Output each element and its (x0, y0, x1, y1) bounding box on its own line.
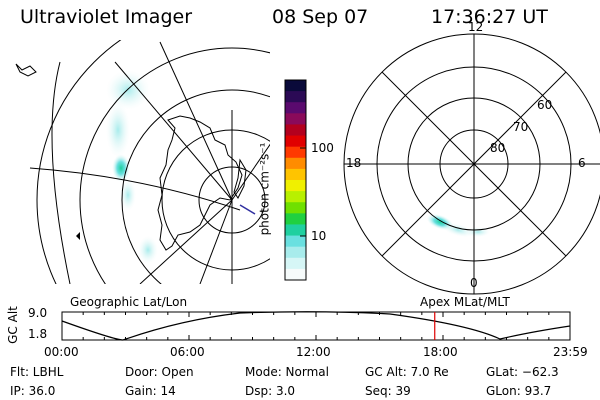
arrow-marker-icon (76, 232, 80, 240)
seq-status: Seq: 39 (365, 384, 411, 398)
date-label: 08 Sep 07 (272, 6, 369, 28)
colorbar-segment (285, 135, 306, 148)
aurora-emission-left (106, 70, 158, 264)
gc-alt-status: GC Alt: 7.0 Re (365, 365, 449, 379)
colorbar-segment (285, 168, 306, 181)
xtick-2359: 23:59 (553, 345, 588, 359)
colorbar-segment (285, 146, 306, 159)
coastline (15, 63, 247, 251)
lat-label-70: 70 (513, 120, 529, 134)
colorbar-segment (285, 257, 306, 270)
glat-status: GLat: −62.3 (486, 365, 559, 379)
colorbar-segment (285, 113, 306, 125)
alt-ytick-high: 9.0 (28, 306, 48, 320)
geographic-caption: Geographic Lat/Lon (70, 295, 188, 309)
alt-ylabel: GC Alt (5, 306, 20, 344)
colorbar-segment (285, 224, 306, 237)
colorbar (284, 79, 307, 281)
altitude-curve (61, 311, 571, 341)
ip-status: IP: 36.0 (10, 384, 56, 398)
colorbar-segment (285, 191, 306, 203)
polar-plot (343, 33, 600, 295)
aurora-emission-polar (426, 213, 490, 238)
colorbar-segment (285, 80, 306, 92)
instrument-title: Ultraviolet Imager (20, 6, 193, 28)
colorbar-segment (285, 246, 306, 259)
lat-label-80: 80 (490, 141, 506, 155)
colorbar-segment (285, 157, 306, 170)
colorbar-segment (285, 91, 306, 103)
colorbar-segment (285, 180, 306, 192)
altitude-plot (61, 311, 571, 341)
colorbar-segment (285, 102, 306, 114)
track-line (239, 204, 256, 215)
filter-status: Flt: LBHL (10, 365, 64, 379)
colorbar-tick-10: 10 (311, 229, 327, 243)
glon-status: GLon: 93.7 (486, 384, 552, 398)
mlt-label-18: 18 (346, 156, 362, 170)
time-label: 17:36:27 UT (431, 6, 548, 28)
xtick-1200: 12:00 (296, 345, 331, 359)
xtick-0000: 00:00 (44, 345, 79, 359)
colorbar-tick-100: 100 (311, 141, 334, 155)
colorbar-unit: photon cm⁻²s⁻¹ (257, 142, 272, 236)
colorbar-segment (285, 213, 306, 225)
door-status: Door: Open (125, 365, 194, 379)
apex-caption: Apex MLat/MLT (420, 295, 510, 309)
colorbar-segment (285, 268, 306, 281)
alt-ytick-low: 1.8 (28, 327, 48, 341)
xtick-1800: 18:00 (423, 345, 458, 359)
mode-status: Mode: Normal (245, 365, 329, 379)
geo-grid (29, 40, 270, 284)
gain-status: Gain: 14 (125, 384, 176, 398)
mlt-label-0: 0 (470, 276, 478, 290)
dsp-status: Dsp: 3.0 (245, 384, 296, 398)
mlt-label-6: 6 (578, 156, 586, 170)
mlt-label-12: 12 (468, 20, 484, 34)
xtick-0600: 06:00 (170, 345, 205, 359)
geographic-image (15, 40, 270, 284)
lat-label-60: 60 (537, 98, 553, 112)
colorbar-segment (285, 124, 306, 137)
colorbar-segment (285, 202, 306, 214)
colorbar-segment (285, 235, 306, 248)
